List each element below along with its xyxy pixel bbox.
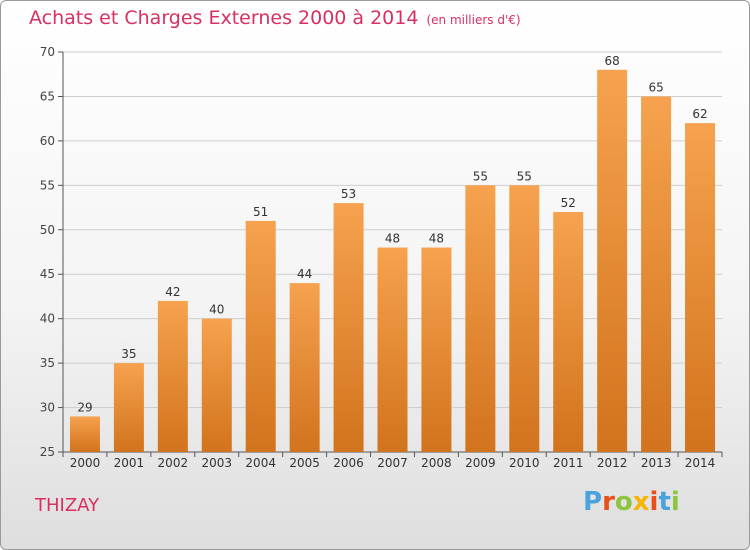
data-label: 53 [341,187,356,201]
data-label: 35 [121,347,136,361]
y-tick-label: 65 [40,89,55,103]
x-tick-label: 2013 [641,456,672,470]
proxiti-logo: Proxiti [583,487,680,517]
y-tick-label: 60 [40,134,55,148]
x-tick-label: 2000 [70,456,101,470]
data-label: 55 [517,169,532,183]
data-label: 55 [473,169,488,183]
y-tick-label: 55 [40,178,55,192]
bar-2005 [289,283,320,452]
chart-subtitle: (en milliers d'€) [426,13,521,27]
x-tick-label: 2005 [289,456,320,470]
y-tick-label: 25 [40,445,55,459]
x-tick-label: 2010 [509,456,540,470]
logo-letter: i [649,487,659,517]
bars [69,69,716,453]
bar-2000 [69,416,100,452]
bar-2001 [113,363,144,452]
chart-title: Achats et Charges Externes 2000 à 2014 (e… [29,7,521,29]
logo-letter: t [658,487,671,517]
logo-letter: i [670,487,680,517]
bar-2011 [553,212,584,452]
logo-letter: x [632,487,650,517]
y-tick-label: 40 [40,312,55,326]
bar-2004 [245,220,276,452]
bar-2013 [641,96,672,452]
bar-2012 [597,69,628,453]
x-tick-label: 2004 [245,456,276,470]
data-label: 52 [561,196,576,210]
y-tick-label: 50 [40,223,55,237]
y-tick-label: 70 [40,45,55,59]
data-label: 62 [692,107,707,121]
place-name: THIZAY [35,495,100,516]
chart-title-text: Achats et Charges Externes 2000 à 2014 [29,7,419,29]
data-label: 68 [605,54,620,68]
data-label: 42 [165,285,180,299]
bar-2014 [685,123,716,452]
x-tick-label: 2009 [465,456,496,470]
bar-2010 [509,185,540,453]
y-tick-label: 45 [40,267,55,281]
data-label: 48 [429,232,444,246]
data-label: 40 [209,303,224,317]
logo-letter: r [602,487,615,517]
x-tick-label: 2007 [377,456,408,470]
bar-2003 [201,318,232,452]
bar-2006 [333,203,364,452]
data-label: 29 [77,400,92,414]
bar-2009 [465,185,496,453]
bar-2007 [377,247,408,452]
x-tick-label: 2006 [333,456,364,470]
bar-2002 [157,300,188,452]
logo-letter: P [583,487,603,517]
logo-letter: o [614,487,633,517]
data-labels: 29 35 42 40 51 44 53 48 48 55 55 52 68 65 62 [77,54,707,415]
x-tick-label: 2003 [201,456,232,470]
x-tick-label: 2012 [597,456,628,470]
data-label: 48 [385,232,400,246]
bar-2008 [421,247,452,452]
x-tick-label: 2002 [158,456,189,470]
x-tick-label: 2001 [114,456,145,470]
x-tick-label: 2008 [421,456,452,470]
data-label: 44 [297,267,312,281]
y-tick-label: 35 [40,356,55,370]
data-label: 65 [648,80,663,94]
data-label: 51 [253,205,268,219]
y-tick-label: 30 [40,401,55,415]
x-tick-label: 2011 [553,456,584,470]
x-tick-label: 2014 [685,456,716,470]
